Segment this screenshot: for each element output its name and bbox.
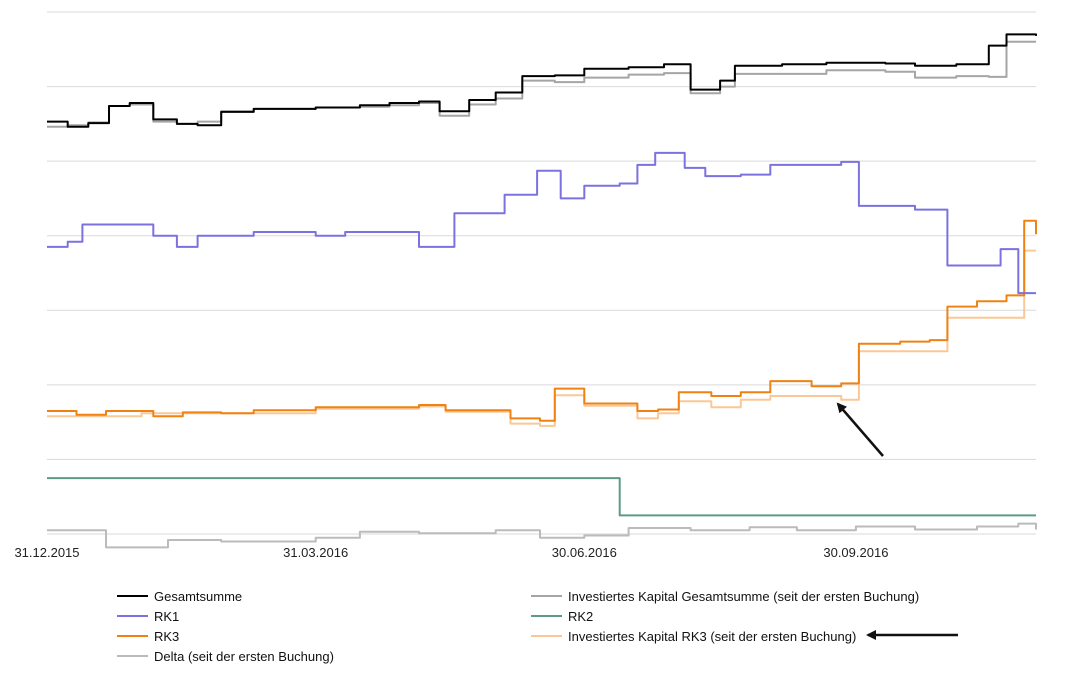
- series-line-rk2: [47, 477, 1036, 517]
- legend-label: RK2: [568, 609, 593, 624]
- x-tick-label: 31.12.2015: [14, 545, 79, 560]
- legend-label: RK3: [154, 629, 179, 644]
- series-line-delta-seit-der-ersten-buchung: [47, 522, 1037, 549]
- grid-lines: [47, 11, 1036, 535]
- legend-label: Investiertes Kapital Gesamtsumme (seit d…: [568, 589, 919, 604]
- legend-label: RK1: [154, 609, 179, 624]
- legend-label: Investiertes Kapital RK3 (seit der erste…: [568, 629, 856, 644]
- legend-item: RK1: [117, 609, 179, 624]
- legend-item: Investiertes Kapital RK3 (seit der erste…: [531, 629, 856, 644]
- legend-label: Delta (seit der ersten Buchung): [154, 649, 334, 664]
- legend: Gesamtsumme Investiertes Kapital Gesamtsu…: [117, 589, 919, 664]
- legend-item: Gesamtsumme: [117, 589, 242, 604]
- x-axis: 31.12.2015 31.03.2016 30.06.2016 30.09.2016: [14, 545, 888, 560]
- series-line-gesamtsumme: [47, 33, 1037, 128]
- x-tick-label: 30.06.2016: [552, 545, 617, 560]
- plot-arrow: [836, 402, 884, 457]
- legend-label: Gesamtsumme: [154, 589, 242, 604]
- legend-item: RK2: [531, 609, 593, 624]
- series-layer: [47, 33, 1037, 549]
- annotation-layer: [836, 402, 958, 640]
- series-line-investiertes-kapital-rk3-seit-der-ersten-buchung: [47, 249, 1036, 427]
- legend-item: Delta (seit der ersten Buchung): [117, 649, 334, 664]
- legend-item: Investiertes Kapital Gesamtsumme (seit d…: [531, 589, 919, 604]
- legend-item: RK3: [117, 629, 179, 644]
- x-tick-label: 30.09.2016: [823, 545, 888, 560]
- x-tick-label: 31.03.2016: [283, 545, 348, 560]
- series-line-rk3: [47, 219, 1037, 422]
- series-line-rk1: [47, 151, 1036, 295]
- series-line-investiertes-kapital-gesamtsumme-seit-der-ersten-buchung: [47, 40, 1036, 128]
